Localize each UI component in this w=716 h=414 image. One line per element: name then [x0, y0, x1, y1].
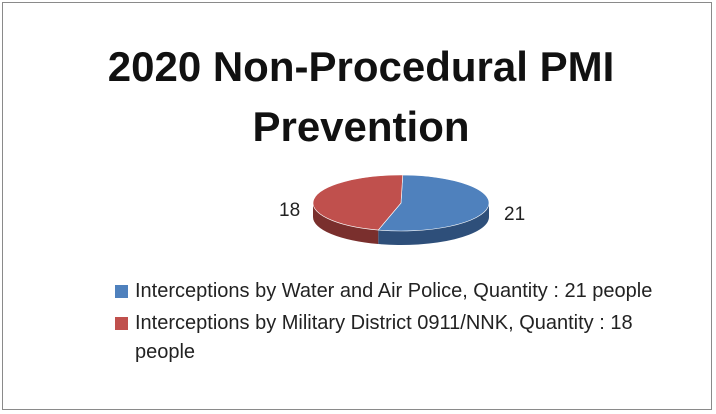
pie-slice-side-1: [313, 203, 379, 245]
pie-slice-1: [312, 174, 404, 231]
legend-label-military-district: Interceptions by Military District 0911/…: [135, 312, 633, 363]
legend-item-water-air-police: Interceptions by Water and Air Police, Q…: [115, 277, 695, 306]
legend-swatch-red: [115, 317, 128, 330]
pie-slice-side-0: [378, 203, 489, 245]
legend-item-military-district: Interceptions by Military District 0911/…: [115, 309, 695, 367]
data-label-21: 21: [504, 204, 526, 225]
pie-slice-0: [377, 174, 490, 232]
data-label-18: 18: [279, 200, 301, 221]
chart-title: 2020 Non-Procedural PMI Prevention: [107, 43, 615, 150]
pie-chart: [312, 174, 490, 245]
legend-label-water-air-police: Interceptions by Water and Air Police, Q…: [135, 280, 653, 302]
legend: Interceptions by Water and Air Police, Q…: [115, 277, 695, 367]
legend-swatch-blue: [115, 285, 128, 298]
chart-area: 2020 Non-Procedural PMI Prevention 21 18…: [2, 2, 712, 410]
